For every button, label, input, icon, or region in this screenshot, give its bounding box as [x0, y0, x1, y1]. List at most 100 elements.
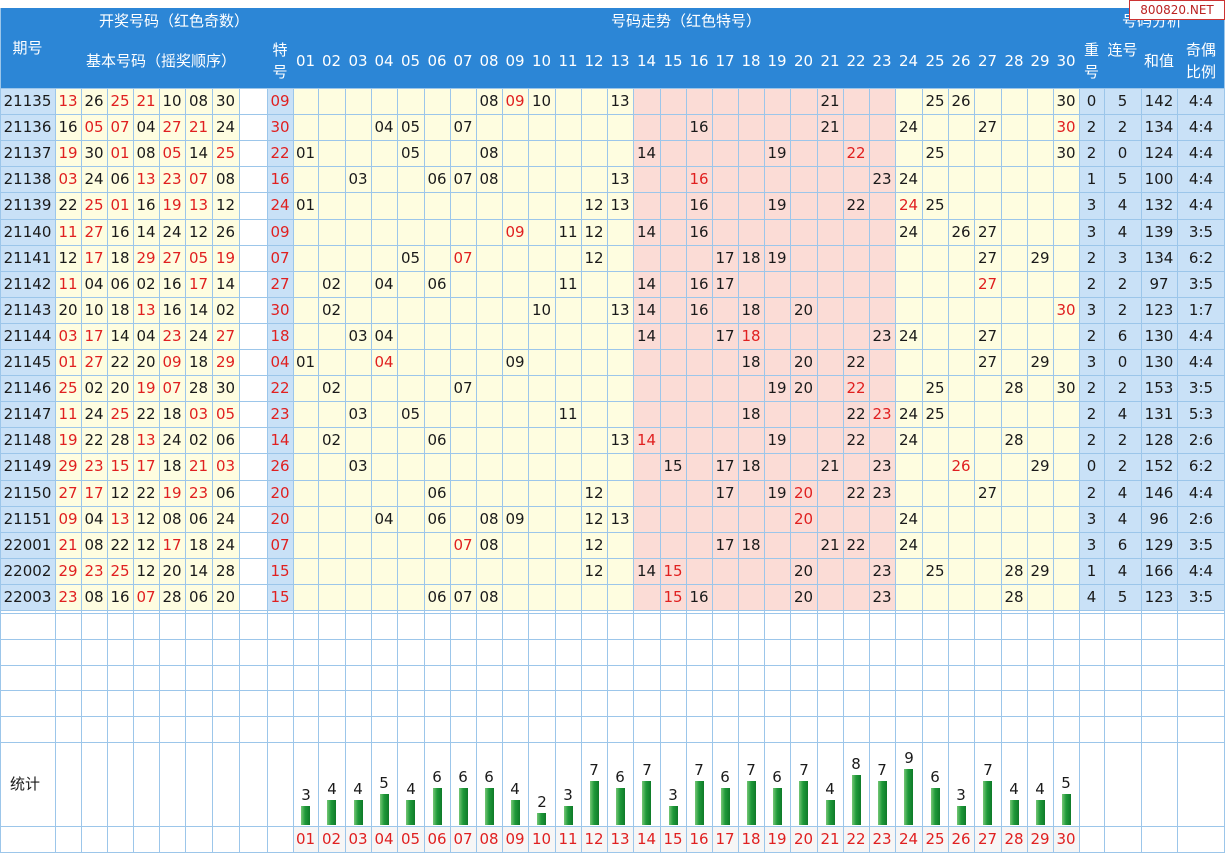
trend-cell: [922, 114, 948, 140]
repeat-cell: 2: [1079, 140, 1104, 166]
trend-cell: 04: [371, 114, 397, 140]
trend-cell: [502, 532, 528, 558]
grid-line: [107, 88, 108, 852]
issue-cell: 21149: [0, 453, 55, 480]
trend-cell: 23: [869, 323, 895, 349]
basic-number: 05: [185, 245, 212, 271]
repeat-cell: 3: [1079, 297, 1104, 323]
trend-cell: 04: [371, 271, 397, 297]
footer-number: 29: [1027, 826, 1053, 852]
basic-number: 12: [55, 245, 81, 271]
stat-count: 7: [589, 761, 599, 779]
trend-cell: [318, 584, 345, 610]
issue-cell: 21148: [0, 427, 55, 453]
trend-cell: [555, 297, 581, 323]
basic-number: 16: [159, 297, 185, 323]
grid-line: [1141, 88, 1142, 852]
trend-cell: [817, 375, 843, 401]
grid-line: [1079, 88, 1080, 852]
special-number: 27: [267, 271, 293, 297]
oddeven-cell: 3:5: [1177, 271, 1225, 297]
trend-cell: 27: [974, 271, 1001, 297]
trend-cell: [555, 114, 581, 140]
trend-cell: [450, 349, 476, 375]
trend-cell: [476, 245, 502, 271]
trend-cell: [1001, 349, 1027, 375]
basic-header: 基本号码（摇奖顺序）: [55, 35, 267, 88]
trend-cell: [686, 401, 712, 427]
basic-number: 27: [81, 219, 107, 245]
basic-number: 16: [107, 584, 133, 610]
trend-cell: [502, 114, 528, 140]
trend-cell: [502, 480, 528, 506]
trend-cell: [974, 140, 1001, 166]
special-number: 30: [267, 114, 293, 140]
trend-cell: [555, 140, 581, 166]
sum-cell: 153: [1141, 375, 1177, 401]
trend-cell: [817, 219, 843, 245]
trend-cell: [528, 480, 555, 506]
trend-cell: [686, 480, 712, 506]
basic-number: 07: [133, 584, 159, 610]
footer-number: 12: [581, 826, 607, 852]
trend-cell: 12: [581, 532, 607, 558]
grid-line: [159, 88, 160, 852]
oddeven-cell: 2:6: [1177, 506, 1225, 532]
trend-cell: 16: [686, 219, 712, 245]
trend-cell: [318, 453, 345, 480]
trend-cell: 13: [607, 427, 633, 453]
trend-cell: [476, 114, 502, 140]
trend-cell: [764, 88, 790, 114]
trend-cell: [686, 506, 712, 532]
stat-bar: [537, 813, 546, 825]
basic-number: 22: [55, 192, 81, 219]
trend-cell: 07: [450, 375, 476, 401]
stat-count: 3: [301, 786, 311, 804]
trend-cell: [450, 88, 476, 114]
footer-number: 20: [790, 826, 817, 852]
consec-cell: 4: [1104, 506, 1141, 532]
trend-cell: [843, 453, 869, 480]
trend-cell: 07: [450, 245, 476, 271]
basic-number: 08: [133, 140, 159, 166]
special-number: 26: [267, 453, 293, 480]
trend-col-30: 30: [1053, 35, 1079, 88]
trend-cell: 14: [633, 271, 660, 297]
trend-cell: [738, 480, 764, 506]
stat-count: 4: [1009, 780, 1019, 798]
repeat-cell: 3: [1079, 506, 1104, 532]
trend-cell: [293, 297, 318, 323]
trend-cell: [843, 271, 869, 297]
trend-cell: [502, 584, 528, 610]
trend-cell: 06: [424, 506, 450, 532]
trend-cell: 18: [738, 323, 764, 349]
issue-cell: 21142: [0, 271, 55, 297]
stat-bar: [747, 781, 756, 825]
trend-col-05: 05: [397, 35, 424, 88]
trend-col-21: 21: [817, 35, 843, 88]
grid-line: [0, 323, 1225, 324]
trend-cell: [1027, 88, 1053, 114]
special-number: 30: [267, 297, 293, 323]
stat-count: 6: [615, 768, 625, 786]
grid-line: [0, 610, 1225, 611]
stat-bar: [354, 800, 363, 825]
trend-cell: [660, 166, 686, 192]
trend-cell: [895, 297, 922, 323]
basic-number: 19: [55, 427, 81, 453]
stat-count: 5: [1061, 774, 1071, 792]
trend-cell: [712, 192, 738, 219]
basic-number: 30: [212, 88, 239, 114]
stat-count: 6: [458, 768, 468, 786]
stat-bar: [1036, 800, 1045, 825]
trend-cell: [345, 297, 371, 323]
trend-cell: [371, 219, 397, 245]
trend-cell: [1001, 480, 1027, 506]
trend-cell: [817, 166, 843, 192]
trend-cell: 23: [869, 480, 895, 506]
trend-cell: 02: [318, 375, 345, 401]
trend-cell: 23: [869, 401, 895, 427]
basic-number: 21: [133, 88, 159, 114]
trend-cell: [528, 532, 555, 558]
oddeven-cell: 4:4: [1177, 88, 1225, 114]
